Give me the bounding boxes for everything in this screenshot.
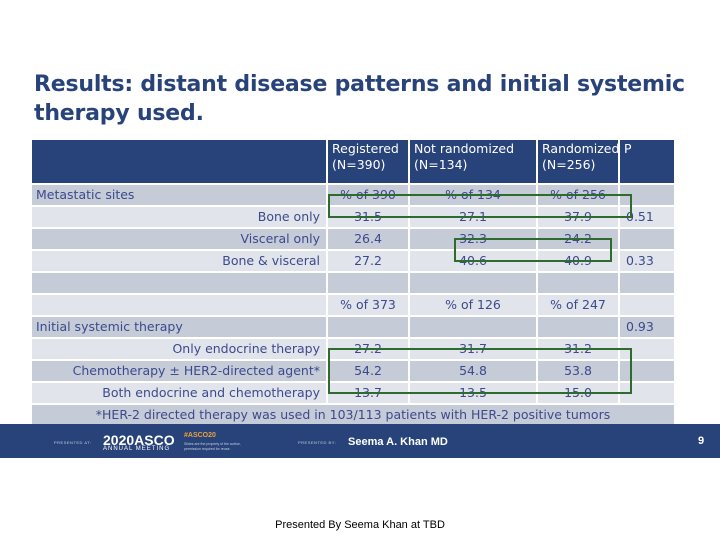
not-randomized-value: 54.8 <box>408 359 538 383</box>
highlight-chemo-rows <box>328 348 632 394</box>
slide-title: Results: distant disease patterns and in… <box>34 72 685 126</box>
asco-logo: 2020ASCO <box>103 432 175 448</box>
header-registered-line1: Registered <box>332 141 399 156</box>
caption: Presented By Seema Khan at TBD <box>275 519 445 531</box>
table-row: Only endocrine therapy 27.2 31.7 31.2 <box>30 337 676 361</box>
table-row: % of 373% of 126% of 247 <box>30 293 676 317</box>
header-not-randomized-line1: Not randomized <box>414 141 515 156</box>
row-label <box>30 271 328 295</box>
p-value <box>618 271 676 295</box>
row-label: Only endocrine therapy <box>30 337 328 361</box>
randomized-value <box>536 271 620 295</box>
randomized-value: 53.8 <box>536 359 620 383</box>
not-randomized-value <box>408 271 538 295</box>
hashtag: #ASCO20 <box>184 432 216 439</box>
presented-by-label: PRESENTED BY: <box>298 440 337 445</box>
page-number: 9 <box>698 435 705 447</box>
header-randomized: Randomized (N=256) <box>536 138 620 185</box>
presenter-name: Seema A. Khan MD <box>348 436 448 448</box>
p-value <box>618 227 676 251</box>
p-value: 0.33 <box>618 249 676 273</box>
asco-subtitle: ANNUAL MEETING <box>103 446 171 452</box>
table-row: Chemotherapy ± HER2-directed agent* 54.2 5… <box>30 359 676 383</box>
highlight-bone-only-row <box>328 194 632 218</box>
table-row: Initial systemic therapy 0.93 <box>30 315 676 339</box>
header-not-randomized: Not randomized (N=134) <box>408 138 538 185</box>
row-label: Bone & visceral <box>30 249 328 273</box>
registered-value: 27.2 <box>326 249 410 273</box>
row-label: Visceral only <box>30 227 328 251</box>
presented-at-label: PRESENTED AT: <box>54 440 92 445</box>
header-p-line1: P <box>624 141 632 156</box>
header-randomized-line1: Randomized <box>542 141 619 156</box>
table-row <box>30 271 676 295</box>
header-registered-line2: (N=390) <box>332 157 386 172</box>
table-header-row: Registered (N=390) Not randomized (N=134… <box>30 138 676 185</box>
row-label: Bone only <box>30 205 328 229</box>
hashtag-note-2: permission required for reuse. <box>184 447 231 451</box>
randomized-value <box>536 315 620 339</box>
registered-value: % of 373 <box>326 293 410 317</box>
randomized-value: % of 247 <box>536 293 620 317</box>
p-value <box>618 293 676 317</box>
hashtag-note-1: Slides are the property of the author, <box>184 442 241 446</box>
table-footnote: *HER-2 directed therapy was used in 103/… <box>30 403 676 427</box>
registered-value <box>326 315 410 339</box>
registered-value <box>326 271 410 295</box>
p-value: 0.93 <box>618 315 676 339</box>
row-label: Both endocrine and chemotherapy <box>30 381 328 405</box>
results-table: Registered (N=390) Not randomized (N=134… <box>30 138 676 427</box>
results-table-container: Registered (N=390) Not randomized (N=134… <box>30 138 676 427</box>
header-empty <box>30 138 328 185</box>
highlight-bone-visceral-values <box>454 238 612 262</box>
header-not-randomized-line2: (N=134) <box>414 157 468 172</box>
asco-brand: ASCO <box>134 432 175 448</box>
asco-year: 2020 <box>103 432 135 448</box>
p-value <box>618 359 676 383</box>
header-registered: Registered (N=390) <box>326 138 410 185</box>
row-label: Initial systemic therapy <box>30 315 328 339</box>
p-value: 0.51 <box>618 205 676 229</box>
registered-value: 26.4 <box>326 227 410 251</box>
header-p-value: P <box>618 138 676 185</box>
not-randomized-value <box>408 315 538 339</box>
table-footnote-row: *HER-2 directed therapy was used in 103/… <box>30 403 676 427</box>
row-label: Metastatic sites <box>30 183 328 207</box>
not-randomized-value: % of 126 <box>408 293 538 317</box>
row-label <box>30 293 328 317</box>
footer-bar <box>0 424 720 458</box>
header-randomized-line2: (N=256) <box>542 157 596 172</box>
row-label: Chemotherapy ± HER2-directed agent* <box>30 359 328 383</box>
